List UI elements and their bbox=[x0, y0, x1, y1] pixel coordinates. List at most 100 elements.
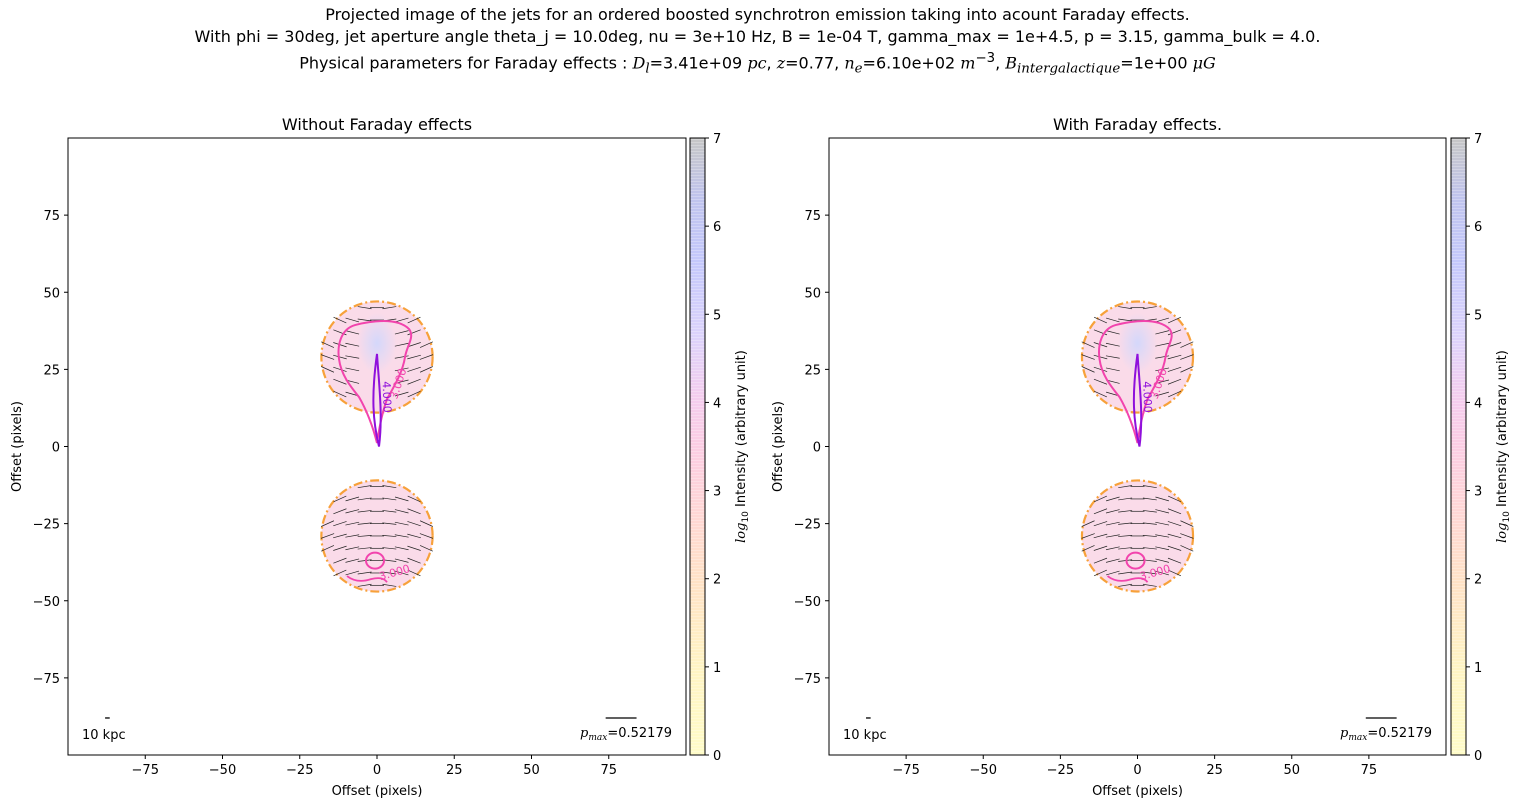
polarization-vector bbox=[1118, 497, 1133, 501]
polarization-vector bbox=[321, 341, 335, 348]
polarization-vector bbox=[357, 535, 372, 537]
polarization-vector bbox=[345, 342, 360, 347]
polarization-vector bbox=[394, 355, 409, 359]
polarization-vectors bbox=[1081, 306, 1194, 587]
polarization-vector bbox=[1142, 583, 1157, 587]
polarization-vector bbox=[407, 329, 421, 336]
polarization-vector bbox=[1081, 366, 1095, 373]
polarization-vector bbox=[419, 533, 434, 539]
outer-contour-dashdot bbox=[1080, 300, 1195, 414]
polarization-vector bbox=[1180, 545, 1194, 552]
y-tick-label: 25 bbox=[43, 363, 60, 378]
x-axis-label: Offset (pixels) bbox=[1092, 784, 1183, 799]
polarization-vector bbox=[407, 390, 421, 398]
colorbar-hatch bbox=[1451, 138, 1466, 755]
polarization-vector bbox=[357, 522, 372, 525]
polarization-vector bbox=[1118, 583, 1133, 587]
polarization-vector bbox=[357, 583, 372, 587]
colorbar-tick-label: 7 bbox=[1474, 132, 1482, 147]
polarization-vector bbox=[1142, 485, 1157, 489]
contour-label: 4.000 bbox=[380, 381, 394, 413]
polarization-vector bbox=[407, 378, 421, 385]
ne-unit: m bbox=[960, 53, 976, 73]
polarization-vector bbox=[1167, 557, 1182, 564]
polarization-vector bbox=[333, 495, 347, 503]
polarization-vector bbox=[1155, 558, 1170, 563]
polarization-vector bbox=[1167, 508, 1182, 515]
polarization-vector bbox=[1118, 559, 1133, 562]
plot-area bbox=[829, 138, 1446, 755]
polarization-vector bbox=[1081, 533, 1095, 539]
y-tick-label: 25 bbox=[804, 363, 821, 378]
polarization-vector bbox=[1167, 378, 1182, 385]
polarization-vector bbox=[1105, 558, 1120, 563]
polarization-vector bbox=[1081, 545, 1095, 552]
polarization-vector bbox=[407, 366, 421, 372]
y-tick-label: −50 bbox=[794, 595, 821, 610]
polarization-vector bbox=[1105, 342, 1120, 347]
polarization-vector bbox=[321, 520, 335, 527]
b-value: =1e+00 bbox=[1120, 53, 1193, 73]
polarization-vector bbox=[345, 558, 360, 563]
polarization-vector bbox=[357, 485, 372, 489]
polarization-vector bbox=[333, 316, 347, 324]
polarization-vector bbox=[382, 547, 397, 550]
polarization-vector bbox=[320, 533, 335, 539]
outer-contour-dashdot bbox=[1080, 479, 1195, 593]
polarization-vector bbox=[1105, 509, 1120, 514]
polarization-vector bbox=[1180, 354, 1194, 360]
polarization-vector bbox=[345, 521, 360, 526]
polarization-vector bbox=[1118, 547, 1133, 550]
x-tick-label: 0 bbox=[1133, 763, 1141, 778]
y-axis-label: Offset (pixels) bbox=[10, 401, 25, 492]
polarization-vector bbox=[345, 355, 360, 359]
polarization-vector bbox=[382, 485, 397, 489]
polarization-vector bbox=[1081, 354, 1095, 360]
polarization-vector bbox=[1105, 521, 1120, 526]
b-subscript: intergalactique bbox=[1017, 61, 1121, 77]
ne-symbol: n bbox=[844, 53, 855, 73]
polarization-vector bbox=[1180, 366, 1194, 373]
contour-level-4-jet bbox=[372, 353, 382, 447]
contour-level-3-tail bbox=[1106, 575, 1149, 583]
y-tick-label: −50 bbox=[33, 595, 60, 610]
polarization-vector bbox=[1093, 521, 1108, 527]
polarization-vector bbox=[333, 378, 347, 385]
polarization-vector bbox=[382, 583, 397, 587]
plot-area bbox=[68, 138, 686, 755]
polarization-vector bbox=[1093, 329, 1108, 336]
polarization-vector bbox=[419, 341, 433, 348]
polarization-vector bbox=[1155, 342, 1170, 347]
polarization-vector bbox=[333, 557, 347, 564]
polarization-vectors bbox=[320, 306, 434, 587]
polarization-vector bbox=[1118, 571, 1133, 575]
x-tick-label: −50 bbox=[209, 763, 236, 778]
polarization-vector bbox=[1093, 316, 1108, 324]
ne-subscript: e bbox=[854, 61, 863, 77]
core-glow bbox=[357, 312, 397, 374]
colorbar-tick-label: 5 bbox=[1474, 308, 1482, 323]
polarization-vector bbox=[1093, 545, 1108, 551]
polarization-vector bbox=[1093, 366, 1108, 372]
polarization-vector bbox=[1105, 317, 1120, 323]
contour-level-4-jet bbox=[1132, 353, 1143, 447]
polarization-vector bbox=[1118, 522, 1133, 525]
polarization-vector bbox=[419, 520, 433, 527]
contour-level-3-lower bbox=[365, 551, 385, 570]
polarization-vector bbox=[1093, 569, 1108, 577]
polarization-vector bbox=[382, 510, 397, 513]
polarization-vector bbox=[1093, 495, 1108, 503]
polarization-vector bbox=[1142, 306, 1157, 310]
y-tick-label: 75 bbox=[43, 209, 60, 224]
colorbar-tick-label: 0 bbox=[713, 749, 721, 764]
x-tick-label: −25 bbox=[286, 763, 313, 778]
dl-symbol: D bbox=[632, 53, 646, 73]
colorbar-label: log10 Intensity (arbitrary unit) bbox=[1495, 350, 1512, 543]
polarization-vector bbox=[1118, 318, 1133, 322]
polarization-vector bbox=[407, 557, 421, 564]
suptitle-prefix: Physical parameters for Faraday effects … bbox=[299, 53, 633, 73]
polarization-vector bbox=[345, 367, 360, 372]
polarization-vector bbox=[1105, 570, 1120, 576]
